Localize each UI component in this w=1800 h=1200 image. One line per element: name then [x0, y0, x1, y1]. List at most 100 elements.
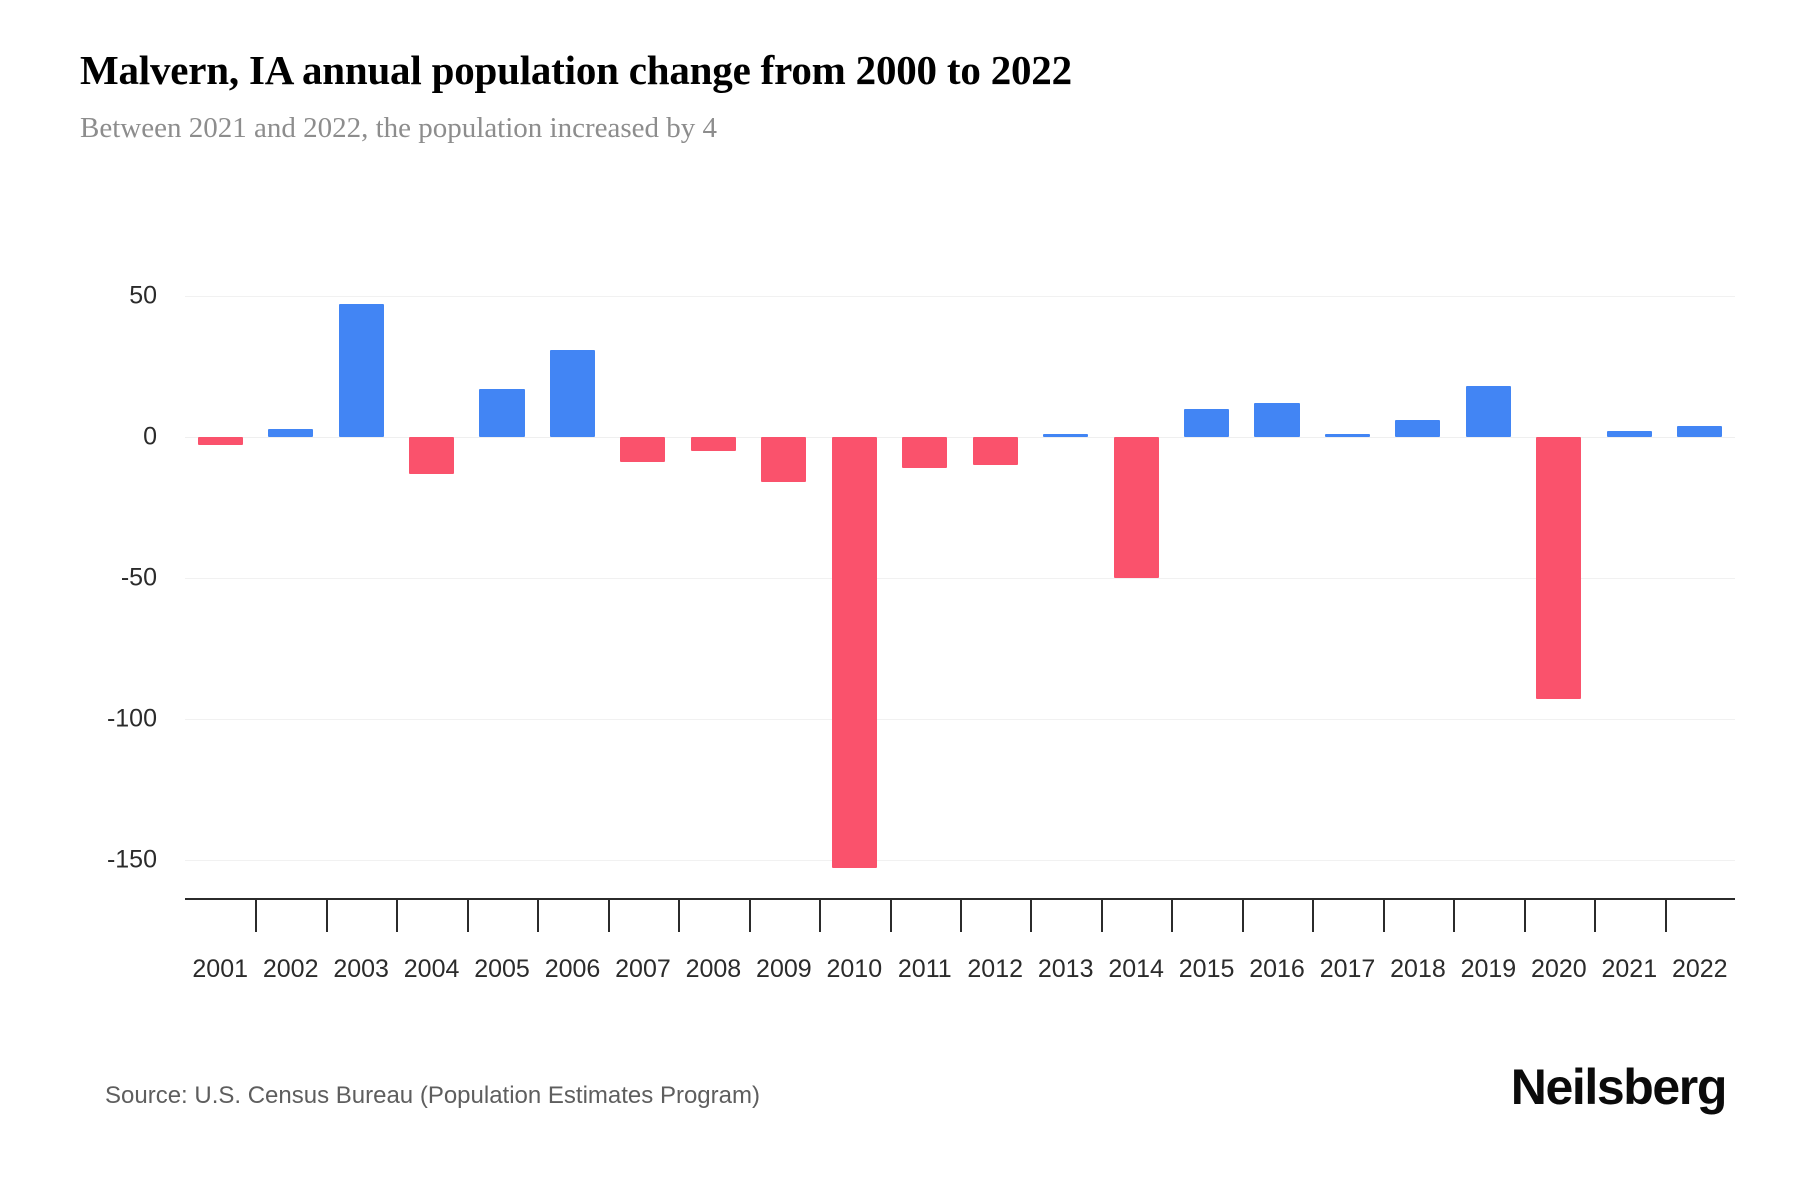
bar-slot[interactable]: [1312, 296, 1382, 860]
bar-2011[interactable]: [902, 437, 948, 469]
page-title: Malvern, IA annual population change fro…: [80, 47, 1072, 93]
y-axis-tick-label: -50: [120, 563, 157, 592]
x-axis-tick-label: 2021: [1601, 955, 1658, 983]
x-axis-tick: [1241, 898, 1244, 932]
x-axis-tick: [678, 898, 681, 932]
x-axis-tick-label: 2008: [685, 955, 742, 983]
bar-2018[interactable]: [1395, 420, 1441, 437]
bar-slot[interactable]: [1594, 296, 1664, 860]
x-axis-tick-label: 2013: [1037, 955, 1094, 983]
bar-slot[interactable]: [1383, 296, 1453, 860]
bar-slot[interactable]: [467, 296, 537, 860]
bar-slot[interactable]: [1030, 296, 1100, 860]
y-axis-tick-label: 50: [129, 281, 157, 310]
x-axis-tick-label: 2003: [333, 955, 389, 983]
x-axis-tick: [325, 898, 328, 932]
x-axis-tick-label: 2001: [192, 955, 249, 983]
bar-2008[interactable]: [690, 437, 736, 452]
gridline: [185, 719, 1735, 720]
bar-slot[interactable]: [326, 296, 396, 860]
x-axis-tick-label: 2022: [1671, 955, 1728, 983]
bar-slot[interactable]: [1453, 296, 1523, 860]
gridline: [185, 860, 1735, 861]
x-axis-tick: [960, 898, 962, 932]
bar-slot[interactable]: [960, 296, 1030, 860]
bar-2022[interactable]: [1677, 425, 1723, 437]
bar-group: [185, 296, 1735, 869]
x-axis-tick: [819, 898, 822, 932]
x-axis-tick: [1594, 898, 1597, 932]
bar-slot[interactable]: [255, 296, 325, 860]
x-axis-tick-label: 2007: [615, 955, 671, 983]
x-axis-tick: [255, 898, 258, 932]
x-axis-tick: [1382, 898, 1385, 932]
gridline: [185, 578, 1735, 579]
x-axis-tick-label: 2018: [1390, 955, 1446, 983]
x-axis-tick: [889, 898, 892, 932]
x-axis-tick-label: 2004: [403, 955, 460, 983]
chart-header: Malvern, IA annual population change fro…: [80, 46, 1720, 146]
x-axis-tick-label: 2011: [897, 955, 952, 983]
bar-slot[interactable]: [1171, 296, 1241, 860]
bar-2005[interactable]: [479, 389, 525, 437]
bar-2001[interactable]: [197, 437, 243, 446]
source-note: Source: U.S. Census Bureau (Population E…: [105, 1082, 760, 1109]
bar-slot[interactable]: [537, 296, 607, 860]
x-axis-tick: [396, 898, 399, 932]
x-axis-tick: [1523, 898, 1526, 932]
bar-slot[interactable]: [396, 296, 466, 860]
brand-logo: Neilsberg: [1510, 1059, 1728, 1115]
gridline: [185, 296, 1735, 297]
x-axis-tick-label: 2006: [544, 955, 601, 983]
bar-slot[interactable]: [749, 296, 819, 860]
x-axis-tick-label: 2012: [967, 955, 1024, 983]
bar-slot[interactable]: [608, 296, 678, 860]
x-axis-tick-label: 2005: [474, 955, 530, 983]
bar-2007[interactable]: [620, 437, 666, 463]
bar-2012[interactable]: [972, 437, 1018, 466]
bar-slot[interactable]: [678, 296, 748, 860]
x-axis-tick-label: 2016: [1249, 955, 1305, 983]
x-axis-tick: [1312, 898, 1315, 932]
bar-slot[interactable]: [819, 296, 889, 869]
bar-2020[interactable]: [1536, 437, 1582, 700]
x-axis-tick-label: 2015: [1178, 955, 1235, 983]
bar-slot[interactable]: [890, 296, 960, 860]
bar-2014[interactable]: [1113, 437, 1159, 578]
x-axis-tick: [1453, 898, 1456, 932]
x-axis-tick: [1100, 898, 1103, 932]
x-axis-tick-label: 2009: [756, 955, 812, 983]
x-axis-tick: [1664, 898, 1667, 932]
bar-2006[interactable]: [549, 349, 596, 437]
y-axis-tick-label: -150: [106, 845, 157, 874]
bar-2016[interactable]: [1254, 403, 1300, 437]
x-axis-tick-label: 2010: [826, 955, 883, 983]
x-axis-tick: [466, 898, 469, 932]
bar-2019[interactable]: [1465, 386, 1511, 437]
bar-2017[interactable]: [1324, 434, 1371, 437]
x-axis-tick: [748, 898, 751, 932]
x-axis-tick-label: 2014: [1108, 955, 1164, 983]
chart-subtitle: Between 2021 and 2022, the population in…: [80, 112, 718, 145]
bar-slot[interactable]: [185, 296, 255, 860]
bar-2002[interactable]: [268, 428, 314, 437]
gridline: [185, 437, 1735, 438]
bar-2021[interactable]: [1606, 431, 1652, 437]
bar-slot[interactable]: [1665, 296, 1735, 860]
bar-slot[interactable]: [1524, 296, 1594, 860]
y-axis-tick-label: 0: [143, 422, 157, 451]
bar-slot[interactable]: [1101, 296, 1171, 860]
bar-slot[interactable]: [1242, 296, 1312, 860]
bar-2010[interactable]: [831, 437, 877, 869]
plot-canvas: [185, 296, 1735, 869]
x-axis-tick: [1030, 898, 1033, 932]
bar-2003[interactable]: [338, 304, 384, 437]
x-axis-tick-label: 2019: [1460, 955, 1517, 983]
bar-2009[interactable]: [761, 437, 807, 483]
bar-2013[interactable]: [1043, 434, 1089, 437]
bar-2004[interactable]: [409, 437, 455, 474]
x-axis-tick-label: 2017: [1319, 955, 1376, 983]
bar-2015[interactable]: [1184, 408, 1230, 437]
